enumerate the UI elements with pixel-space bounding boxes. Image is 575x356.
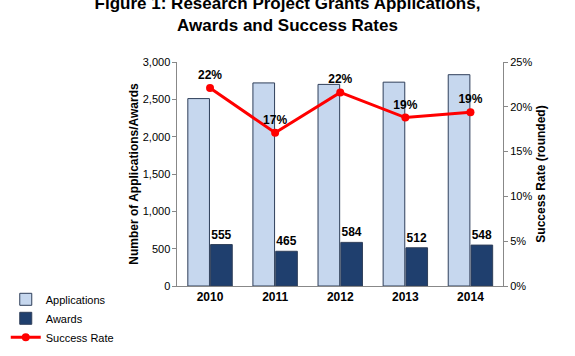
- svg-text:1,500: 1,500: [143, 168, 171, 180]
- svg-text:22%: 22%: [328, 72, 352, 86]
- svg-text:17%: 17%: [263, 113, 287, 127]
- svg-text:10%: 10%: [510, 190, 532, 202]
- svg-text:19%: 19%: [458, 92, 482, 106]
- svg-text:1,000: 1,000: [143, 205, 171, 217]
- svg-text:2012: 2012: [327, 290, 354, 304]
- svg-text:465: 465: [276, 234, 296, 248]
- svg-text:0%: 0%: [510, 280, 526, 292]
- svg-text:19%: 19%: [393, 98, 417, 112]
- svg-text:25%: 25%: [510, 56, 532, 68]
- svg-text:Number of Applications/Awards: Number of Applications/Awards: [127, 83, 141, 265]
- svg-text:22%: 22%: [198, 68, 222, 82]
- svg-text:584: 584: [341, 225, 361, 239]
- svg-text:Awards: Awards: [46, 313, 83, 325]
- svg-text:Success Rate (rounded): Success Rate (rounded): [534, 105, 548, 242]
- svg-text:2,000: 2,000: [143, 131, 171, 143]
- svg-text:2011: 2011: [262, 290, 288, 304]
- svg-text:2013: 2013: [392, 290, 419, 304]
- svg-text:2,500: 2,500: [143, 93, 171, 105]
- svg-text:5%: 5%: [510, 235, 526, 247]
- svg-text:Success Rate: Success Rate: [46, 332, 114, 344]
- svg-text:2014: 2014: [457, 290, 484, 304]
- svg-text:2010: 2010: [197, 290, 224, 304]
- svg-text:548: 548: [472, 228, 492, 242]
- svg-text:512: 512: [407, 231, 427, 245]
- svg-text:20%: 20%: [510, 101, 532, 113]
- svg-text:555: 555: [211, 228, 231, 242]
- svg-text:Applications: Applications: [46, 294, 106, 306]
- svg-text:Figure 1: Research Project Gra: Figure 1: Research Project Grants Applic…: [95, 0, 481, 35]
- svg-text:500: 500: [152, 243, 170, 255]
- svg-text:0: 0: [164, 280, 170, 292]
- svg-text:15%: 15%: [510, 145, 532, 157]
- svg-text:3,000: 3,000: [143, 56, 171, 68]
